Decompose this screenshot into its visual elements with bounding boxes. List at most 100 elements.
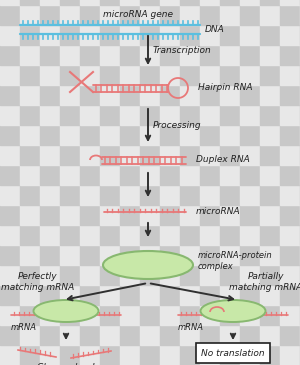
Bar bbox=[260, 0, 280, 5]
Bar bbox=[220, 345, 240, 365]
Ellipse shape bbox=[103, 251, 193, 279]
Bar bbox=[40, 5, 60, 25]
Bar bbox=[120, 245, 140, 265]
Bar bbox=[80, 5, 100, 25]
Bar bbox=[80, 25, 100, 45]
Bar bbox=[40, 125, 60, 145]
Bar bbox=[60, 225, 80, 245]
Bar bbox=[240, 25, 260, 45]
Bar bbox=[280, 145, 300, 165]
Bar bbox=[80, 0, 100, 5]
Bar bbox=[180, 125, 200, 145]
Bar bbox=[180, 225, 200, 245]
Bar bbox=[80, 205, 100, 225]
Bar bbox=[240, 205, 260, 225]
Bar bbox=[160, 125, 180, 145]
Bar bbox=[160, 105, 180, 125]
Bar bbox=[40, 345, 60, 365]
Bar bbox=[20, 0, 40, 5]
Bar bbox=[220, 85, 240, 105]
Bar bbox=[140, 145, 160, 165]
Bar bbox=[180, 265, 200, 285]
Bar bbox=[60, 45, 80, 65]
Bar bbox=[280, 345, 300, 365]
Bar bbox=[180, 45, 200, 65]
Text: microRNA-protein
complex: microRNA-protein complex bbox=[198, 251, 273, 271]
Bar bbox=[200, 45, 220, 65]
Bar bbox=[0, 85, 20, 105]
Bar bbox=[140, 25, 160, 45]
Bar bbox=[160, 345, 180, 365]
Bar bbox=[60, 65, 80, 85]
Bar bbox=[260, 105, 280, 125]
Bar bbox=[220, 305, 240, 325]
Bar bbox=[260, 85, 280, 105]
Bar bbox=[180, 85, 200, 105]
Bar bbox=[200, 245, 220, 265]
Bar bbox=[80, 225, 100, 245]
Bar bbox=[240, 305, 260, 325]
Bar bbox=[280, 245, 300, 265]
Bar bbox=[100, 85, 120, 105]
Bar bbox=[0, 45, 20, 65]
Bar bbox=[240, 265, 260, 285]
Bar bbox=[0, 205, 20, 225]
Bar bbox=[200, 305, 220, 325]
Bar bbox=[80, 325, 100, 345]
Bar bbox=[80, 305, 100, 325]
Bar bbox=[260, 245, 280, 265]
Bar bbox=[20, 225, 40, 245]
Bar bbox=[140, 305, 160, 325]
Bar bbox=[160, 285, 180, 305]
Bar bbox=[20, 5, 40, 25]
Bar bbox=[280, 185, 300, 205]
Bar bbox=[120, 5, 140, 25]
Bar bbox=[200, 125, 220, 145]
Bar bbox=[20, 45, 40, 65]
Bar bbox=[100, 345, 120, 365]
Bar bbox=[0, 165, 20, 185]
Bar bbox=[240, 0, 260, 5]
Bar bbox=[260, 285, 280, 305]
Bar bbox=[180, 185, 200, 205]
Bar bbox=[220, 225, 240, 245]
Bar bbox=[160, 245, 180, 265]
Bar bbox=[220, 5, 240, 25]
Text: Hairpin RNA: Hairpin RNA bbox=[198, 84, 253, 92]
Bar bbox=[40, 325, 60, 345]
Bar bbox=[80, 145, 100, 165]
Bar bbox=[200, 285, 220, 305]
Bar bbox=[60, 265, 80, 285]
Bar bbox=[100, 145, 120, 165]
Bar bbox=[0, 285, 20, 305]
Bar bbox=[180, 145, 200, 165]
Bar bbox=[60, 0, 80, 5]
Bar bbox=[100, 45, 120, 65]
Bar bbox=[120, 125, 140, 145]
Bar bbox=[140, 125, 160, 145]
Text: Chopped up!: Chopped up! bbox=[37, 364, 95, 365]
Bar bbox=[280, 305, 300, 325]
Bar bbox=[260, 45, 280, 65]
Bar bbox=[20, 285, 40, 305]
Bar bbox=[80, 85, 100, 105]
Bar bbox=[180, 0, 200, 5]
Bar bbox=[180, 325, 200, 345]
Bar bbox=[260, 265, 280, 285]
Bar bbox=[20, 205, 40, 225]
Bar bbox=[40, 25, 60, 45]
Text: mRNA: mRNA bbox=[178, 323, 204, 331]
Bar bbox=[200, 325, 220, 345]
Bar bbox=[160, 0, 180, 5]
Bar bbox=[120, 105, 140, 125]
Bar bbox=[20, 85, 40, 105]
Bar bbox=[40, 145, 60, 165]
Bar bbox=[100, 205, 120, 225]
Bar bbox=[40, 185, 60, 205]
Bar bbox=[180, 345, 200, 365]
Bar bbox=[280, 285, 300, 305]
Bar bbox=[260, 305, 280, 325]
Bar bbox=[160, 325, 180, 345]
Bar bbox=[0, 125, 20, 145]
Bar bbox=[240, 105, 260, 125]
